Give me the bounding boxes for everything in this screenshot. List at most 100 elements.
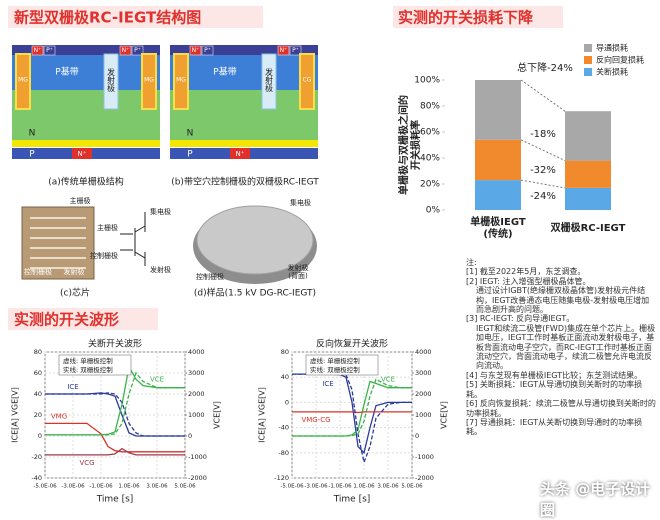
gate-trench (173, 53, 189, 110)
connector (520, 79, 566, 112)
p-base-label: P基带 (55, 66, 78, 78)
caption: (b)带空穴控制栅极的双栅极RC-IEGT (171, 176, 319, 188)
symbol-line (134, 251, 146, 259)
x-tick-label: -1.0E-06 (328, 484, 352, 490)
region-label: N⁺ (280, 47, 288, 54)
legend-label: 导通损耗 (596, 43, 628, 53)
y-tick-label: 80 (281, 348, 289, 356)
annotation: -18% (530, 129, 556, 140)
n-label: N (29, 129, 36, 139)
legend-label: 反向回复损耗 (596, 55, 644, 65)
region-label: P⁺ (46, 47, 53, 54)
x-tick-label: 3.0E-06 (377, 484, 399, 490)
note: [7] 导通损耗：IEGT从关断切换到导通时的功率损耗。 (466, 417, 643, 437)
legend-swatch (584, 44, 592, 52)
note: [2] IEGT: 注入增强型栅极晶体管。 (466, 276, 591, 286)
p-base (170, 55, 318, 90)
bar-segment (475, 180, 521, 210)
p-label: P (187, 150, 193, 160)
y2-tick-label: 3000 (415, 369, 432, 377)
series-label: VMG-CG (301, 416, 330, 424)
y2-tick-label: 0 (188, 432, 192, 440)
emitter-metal (170, 45, 318, 55)
x-tick-label: 双栅极RC-IEGT (551, 221, 626, 234)
y-tick-label: 20 (34, 411, 42, 419)
chip-label: 主栅极 (70, 196, 91, 205)
y2-tick-label: 4000 (188, 348, 205, 356)
y2-tick-label: 2000 (188, 390, 205, 398)
region-label: P⁺ (204, 47, 211, 54)
title-band (393, 6, 563, 28)
series-label: VCE (150, 376, 164, 384)
y-tick-label: -40 (278, 424, 289, 432)
y2-tick-label: 0 (415, 432, 419, 440)
y2-axis-label: VCE[V] (440, 401, 449, 429)
y-tick-label: 80 (34, 348, 42, 356)
y2-tick-label: 4000 (415, 348, 432, 356)
chip-label: 控制栅极 (24, 267, 52, 276)
symbol-label: 集电极 (150, 207, 171, 216)
region-label: N⁺ (192, 47, 200, 54)
bar-segment (475, 139, 521, 181)
note: 通过设计IGBT(绝缘栅双极晶体管)发射极元件结构，IEGT改善通态电压随集电极… (476, 286, 650, 315)
legend-box (58, 354, 132, 376)
doped-region (43, 45, 56, 56)
note: [4] 与东芝现有单栅极IEGT比较；东芝测试结果。 (466, 370, 643, 380)
watermark: 头条 @电子设计圈 (540, 480, 651, 519)
gate-label: MG (18, 77, 28, 84)
notes: 注: [1] 截至2022年5月，东芝调查。 [2] IEGT: 注入增强型栅极晶体… (466, 258, 656, 504)
legend-box (305, 354, 379, 376)
legend-label: 关断损耗 (596, 67, 628, 77)
symbol-label: 发射极 (150, 265, 171, 274)
x-axis-label: Time [s] (333, 495, 371, 505)
annotation: 总下降-24% (517, 61, 573, 74)
y-tick-label: 20% (420, 180, 440, 190)
x-tick-label: -3.0E-06 (304, 484, 328, 490)
x-tick-label: 5.0E-06 (401, 484, 423, 490)
legend-note: 虚线: 单栅极控制 (63, 356, 113, 365)
y2-tick-label: -1000 (188, 453, 207, 461)
annotation: -24% (530, 191, 556, 202)
loss-title: 实测的开关损耗下降 (398, 9, 534, 27)
legend-note: 实线: 双栅极控制 (310, 365, 360, 374)
region-label: P⁺ (292, 47, 299, 54)
y-axis-label: 单栅极与双栅极之间的开关损耗率 (397, 95, 422, 195)
emitter-trench (103, 53, 119, 110)
series-line (292, 378, 412, 437)
region-label: P⁺ (134, 47, 141, 54)
doped-region (277, 45, 290, 56)
note: [1] 截至2022年5月，东芝调查。 (466, 267, 586, 277)
y-tick-label: -20 (31, 453, 42, 461)
y-tick-label: 40 (34, 390, 42, 398)
x-tick-label: 1.0E-06 (118, 484, 140, 490)
caption: (c)芯片 (60, 287, 90, 299)
series-line (292, 411, 412, 414)
y-tick-label: 100% (414, 76, 440, 86)
y2-tick-label: 1000 (188, 411, 205, 419)
y2-axis-label: VCE[V] (213, 401, 222, 429)
x-tick-label: -5.0E-06 (280, 484, 304, 490)
p-label: P (29, 150, 35, 160)
y2-tick-label: 2000 (415, 390, 432, 398)
note: 注: (466, 258, 477, 267)
series-label: ICE (322, 380, 333, 388)
y-tick-label: 40% (420, 154, 440, 164)
title-band (8, 308, 158, 330)
buffer-layer (12, 140, 160, 147)
legend-swatch (584, 68, 592, 76)
emitter-trench (261, 53, 277, 110)
doped-region (31, 45, 44, 56)
series-line (45, 392, 185, 437)
bar-segment (565, 111, 611, 161)
y-tick-label: -40 (31, 474, 42, 482)
bar-segment (565, 160, 611, 188)
legend-note: 虚线: 单栅极控制 (310, 356, 360, 365)
doped-region (230, 148, 250, 159)
gate-trench (141, 53, 157, 110)
doped-region (72, 148, 92, 159)
gate-label: MG (144, 77, 154, 84)
y-tick-label: 0 (285, 398, 289, 406)
p-base-label: P基带 (213, 66, 236, 78)
emitter-label: 发射极 (107, 67, 116, 93)
region-label: N⁺ (34, 47, 42, 54)
